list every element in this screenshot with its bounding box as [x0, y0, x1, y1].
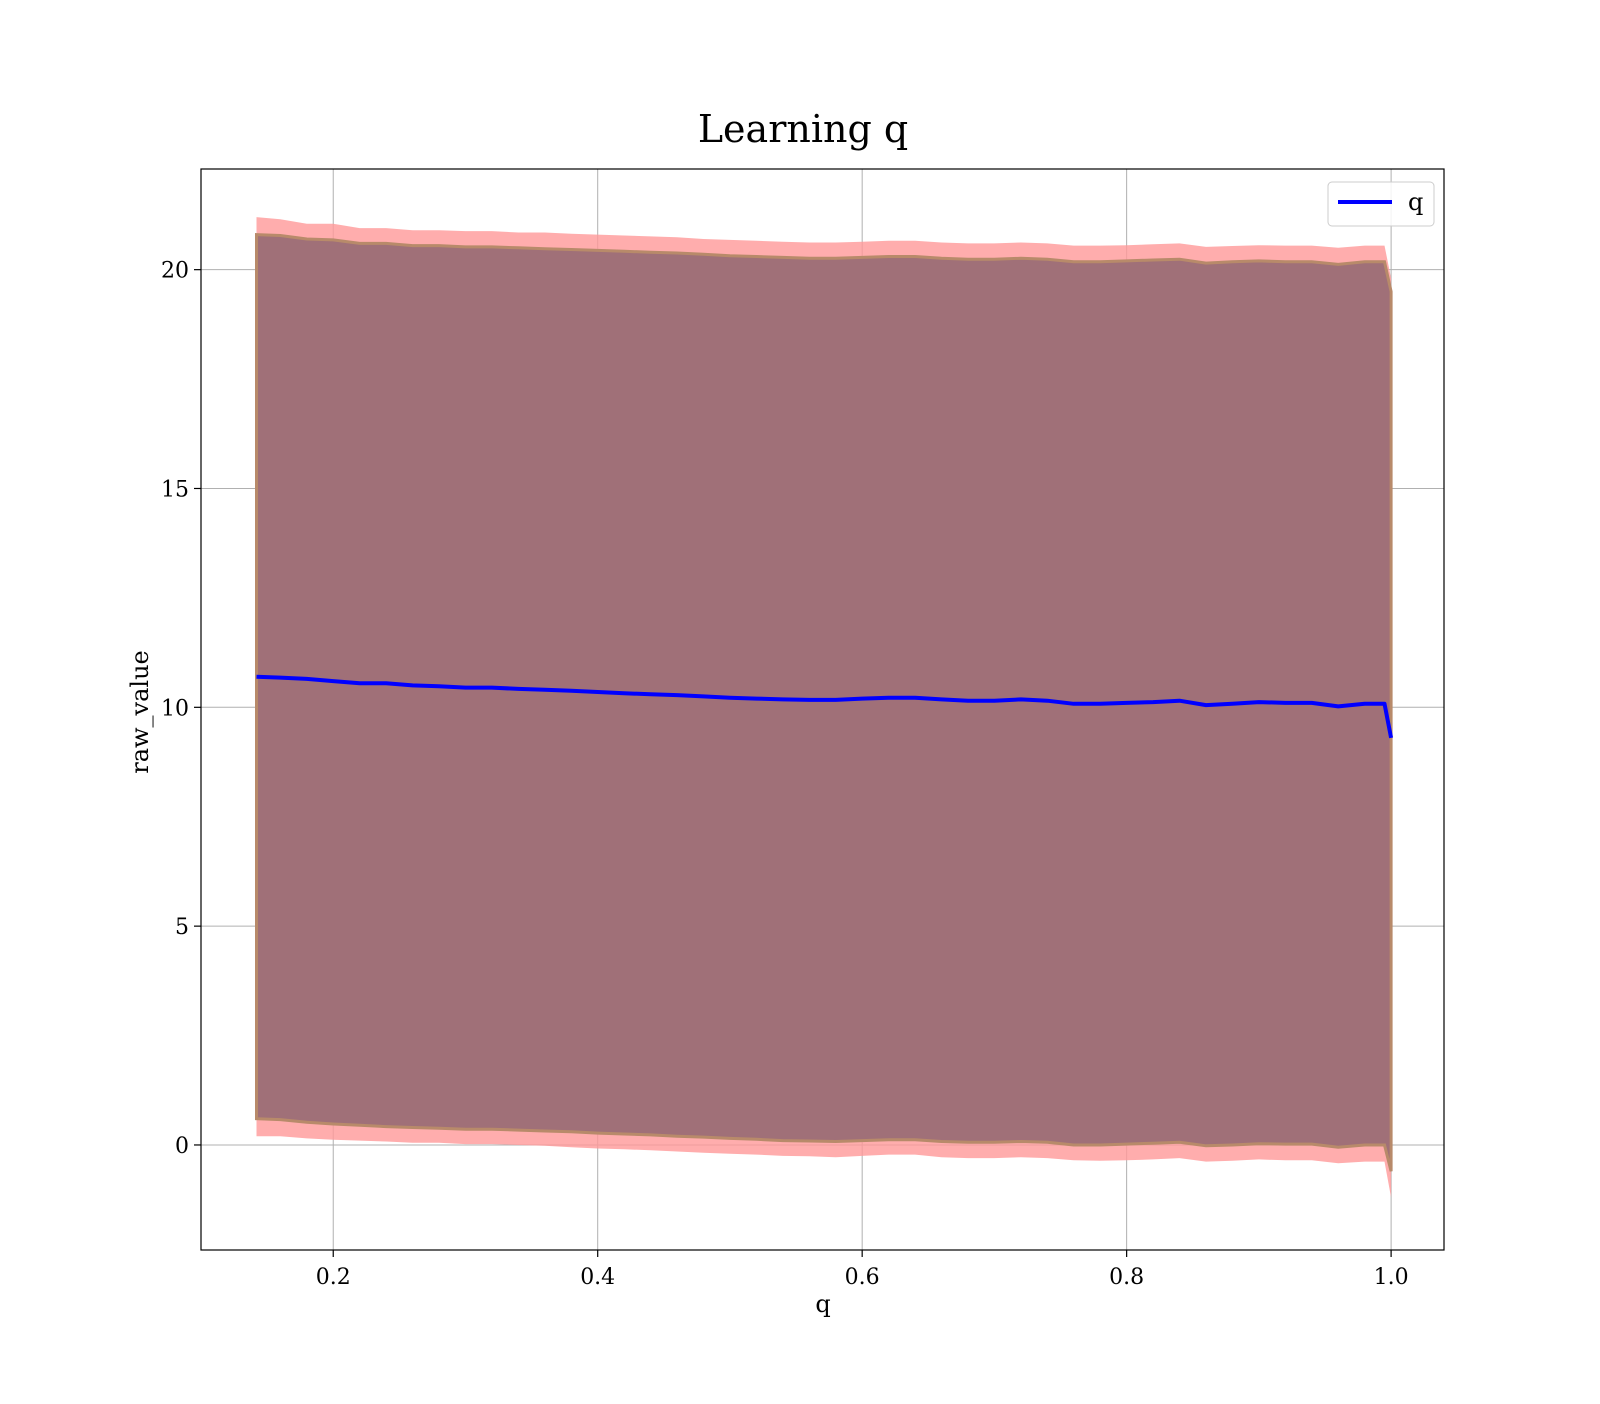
line-layer	[256, 674, 1394, 739]
legend-label-q: q	[1408, 188, 1423, 216]
x-tick-label: 0.4	[580, 1265, 615, 1290]
chart-title: Learning q	[698, 107, 908, 151]
legend: q	[1327, 181, 1435, 227]
x-axis-label: q	[815, 1290, 830, 1318]
x-tick-label: 0.2	[316, 1265, 351, 1290]
y-tick-label: 15	[161, 477, 189, 502]
x-tick-label: 0.6	[845, 1265, 880, 1290]
y-tick-label: 10	[161, 696, 189, 721]
x-tick-label: 0.8	[1109, 1265, 1144, 1290]
band-layer	[255, 217, 1393, 1198]
x-tick-label: 1.0	[1374, 1265, 1409, 1290]
y-axis-label: raw_value	[126, 650, 154, 774]
y-tick-label: 20	[161, 259, 189, 284]
plot-frame	[200, 168, 1445, 1251]
band-inner	[255, 233, 1393, 1172]
y-tick-label: 0	[175, 1134, 189, 1159]
series-line-q	[256, 674, 1394, 739]
y-tick-label: 5	[175, 915, 189, 940]
tick-layer: 0.2 0.4 0.6 0.8 1.0 0 5 10 15 20	[161, 259, 1409, 1290]
